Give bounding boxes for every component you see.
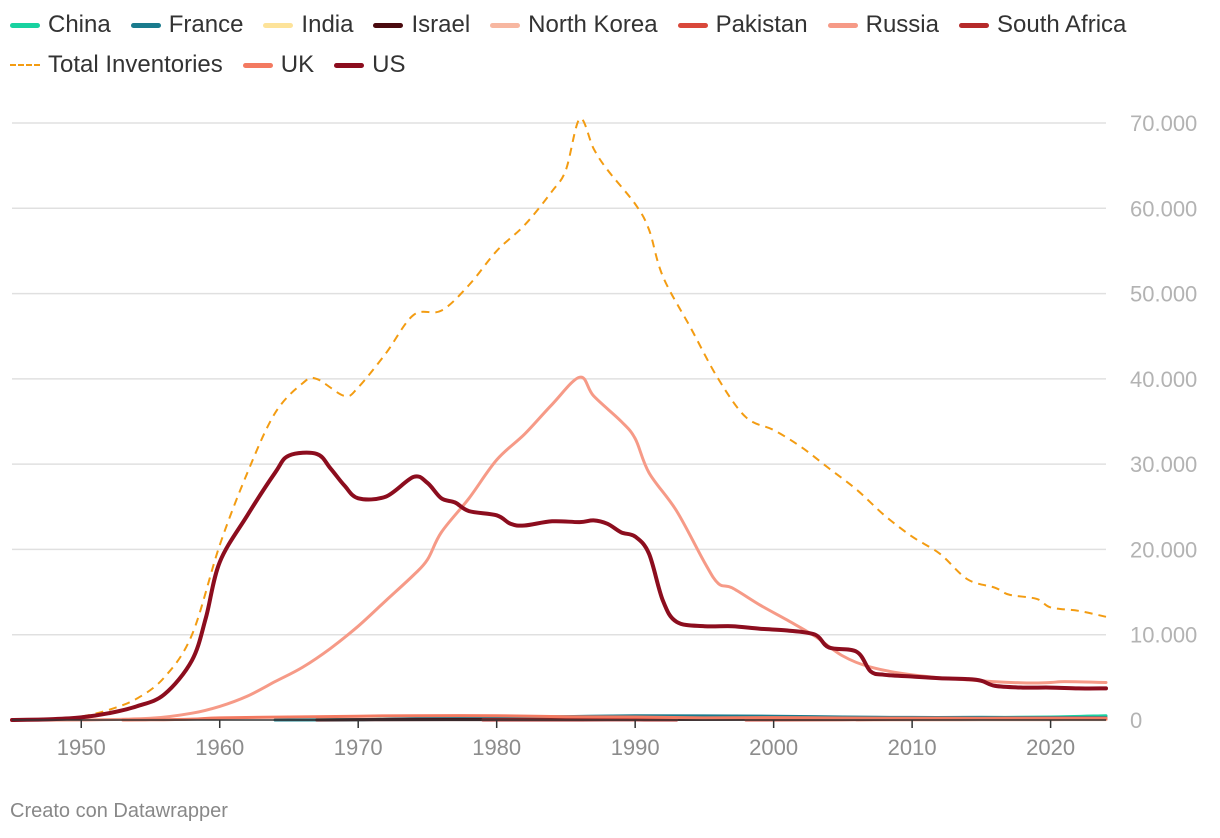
x-axis-ticks: 1950 1960 1970 1980 1990 2000 2010 2020 bbox=[57, 720, 1075, 760]
legend-label: South Africa bbox=[996, 11, 1127, 38]
legend-item-pakistan: Pakistan bbox=[677, 11, 808, 38]
legend-item-us: US bbox=[334, 52, 405, 78]
legend-swatch bbox=[10, 22, 40, 28]
legend-swatch bbox=[242, 62, 273, 68]
x-tick-label: 1960 bbox=[195, 735, 244, 760]
series-line-us bbox=[10, 450, 1108, 722]
legend-item-israel: Israel bbox=[373, 12, 470, 38]
legend-item-india: India bbox=[263, 12, 353, 38]
legend-item-russia: Russia bbox=[827, 11, 939, 38]
y-tick-label: 0 bbox=[1130, 708, 1142, 733]
legend: China France India Israel North Korea Pakista… bbox=[10, 12, 1210, 78]
legend-label: US bbox=[372, 51, 406, 78]
legend-swatch bbox=[130, 22, 161, 28]
legend-label: North Korea bbox=[528, 11, 658, 38]
y-tick-label: 60.000 bbox=[1130, 196, 1197, 221]
legend-label: Total Inventories bbox=[48, 51, 223, 78]
legend-swatch bbox=[490, 22, 521, 28]
x-tick-label: 1970 bbox=[334, 735, 383, 760]
legend-swatch bbox=[827, 22, 858, 28]
x-tick-label: 1980 bbox=[472, 735, 521, 760]
legend-item-south-africa: South Africa bbox=[958, 11, 1127, 38]
legend-swatch bbox=[958, 22, 989, 28]
legend-item-total-inventories: Total Inventories bbox=[10, 52, 223, 78]
legend-swatch bbox=[263, 22, 294, 28]
series-line-uk bbox=[121, 714, 1108, 722]
legend-label: Pakistan bbox=[715, 11, 808, 38]
legend-swatch bbox=[373, 22, 404, 28]
x-tick-label: 2010 bbox=[888, 735, 937, 760]
legend-label: India bbox=[301, 11, 354, 38]
legend-label: UK bbox=[280, 51, 315, 78]
x-tick-label: 1950 bbox=[57, 735, 106, 760]
legend-item-north-korea: North Korea bbox=[490, 11, 658, 38]
legend-swatch bbox=[10, 64, 40, 66]
y-tick-label: 10.000 bbox=[1130, 623, 1197, 648]
x-tick-label: 1990 bbox=[611, 735, 660, 760]
y-tick-label: 50.000 bbox=[1130, 282, 1197, 307]
legend-label: China bbox=[48, 11, 111, 38]
series-line-russia bbox=[10, 375, 1108, 722]
legend-label: France bbox=[168, 11, 244, 38]
legend-swatch bbox=[677, 22, 708, 28]
legend-item-uk: UK bbox=[242, 51, 315, 78]
y-tick-label: 30.000 bbox=[1130, 452, 1197, 477]
legend-label: Russia bbox=[865, 11, 939, 38]
legend-item-france: France bbox=[130, 11, 244, 38]
x-tick-label: 2020 bbox=[1026, 735, 1075, 760]
legend-item-china: China bbox=[10, 12, 111, 38]
y-tick-label: 70.000 bbox=[1130, 111, 1197, 136]
legend-swatch bbox=[334, 62, 365, 68]
y-axis-labels: 0 10.000 20.000 30.000 40.000 50.000 60.000 70.… bbox=[1130, 111, 1197, 733]
series-line-total-inventories bbox=[11, 117, 1107, 721]
y-tick-label: 20.000 bbox=[1130, 537, 1197, 562]
credit-text: Creato con Datawrapper bbox=[10, 800, 228, 822]
gridlines bbox=[12, 122, 1106, 636]
y-tick-label: 40.000 bbox=[1130, 367, 1197, 392]
legend-label: Israel bbox=[411, 11, 471, 38]
x-tick-label: 2000 bbox=[749, 735, 798, 760]
